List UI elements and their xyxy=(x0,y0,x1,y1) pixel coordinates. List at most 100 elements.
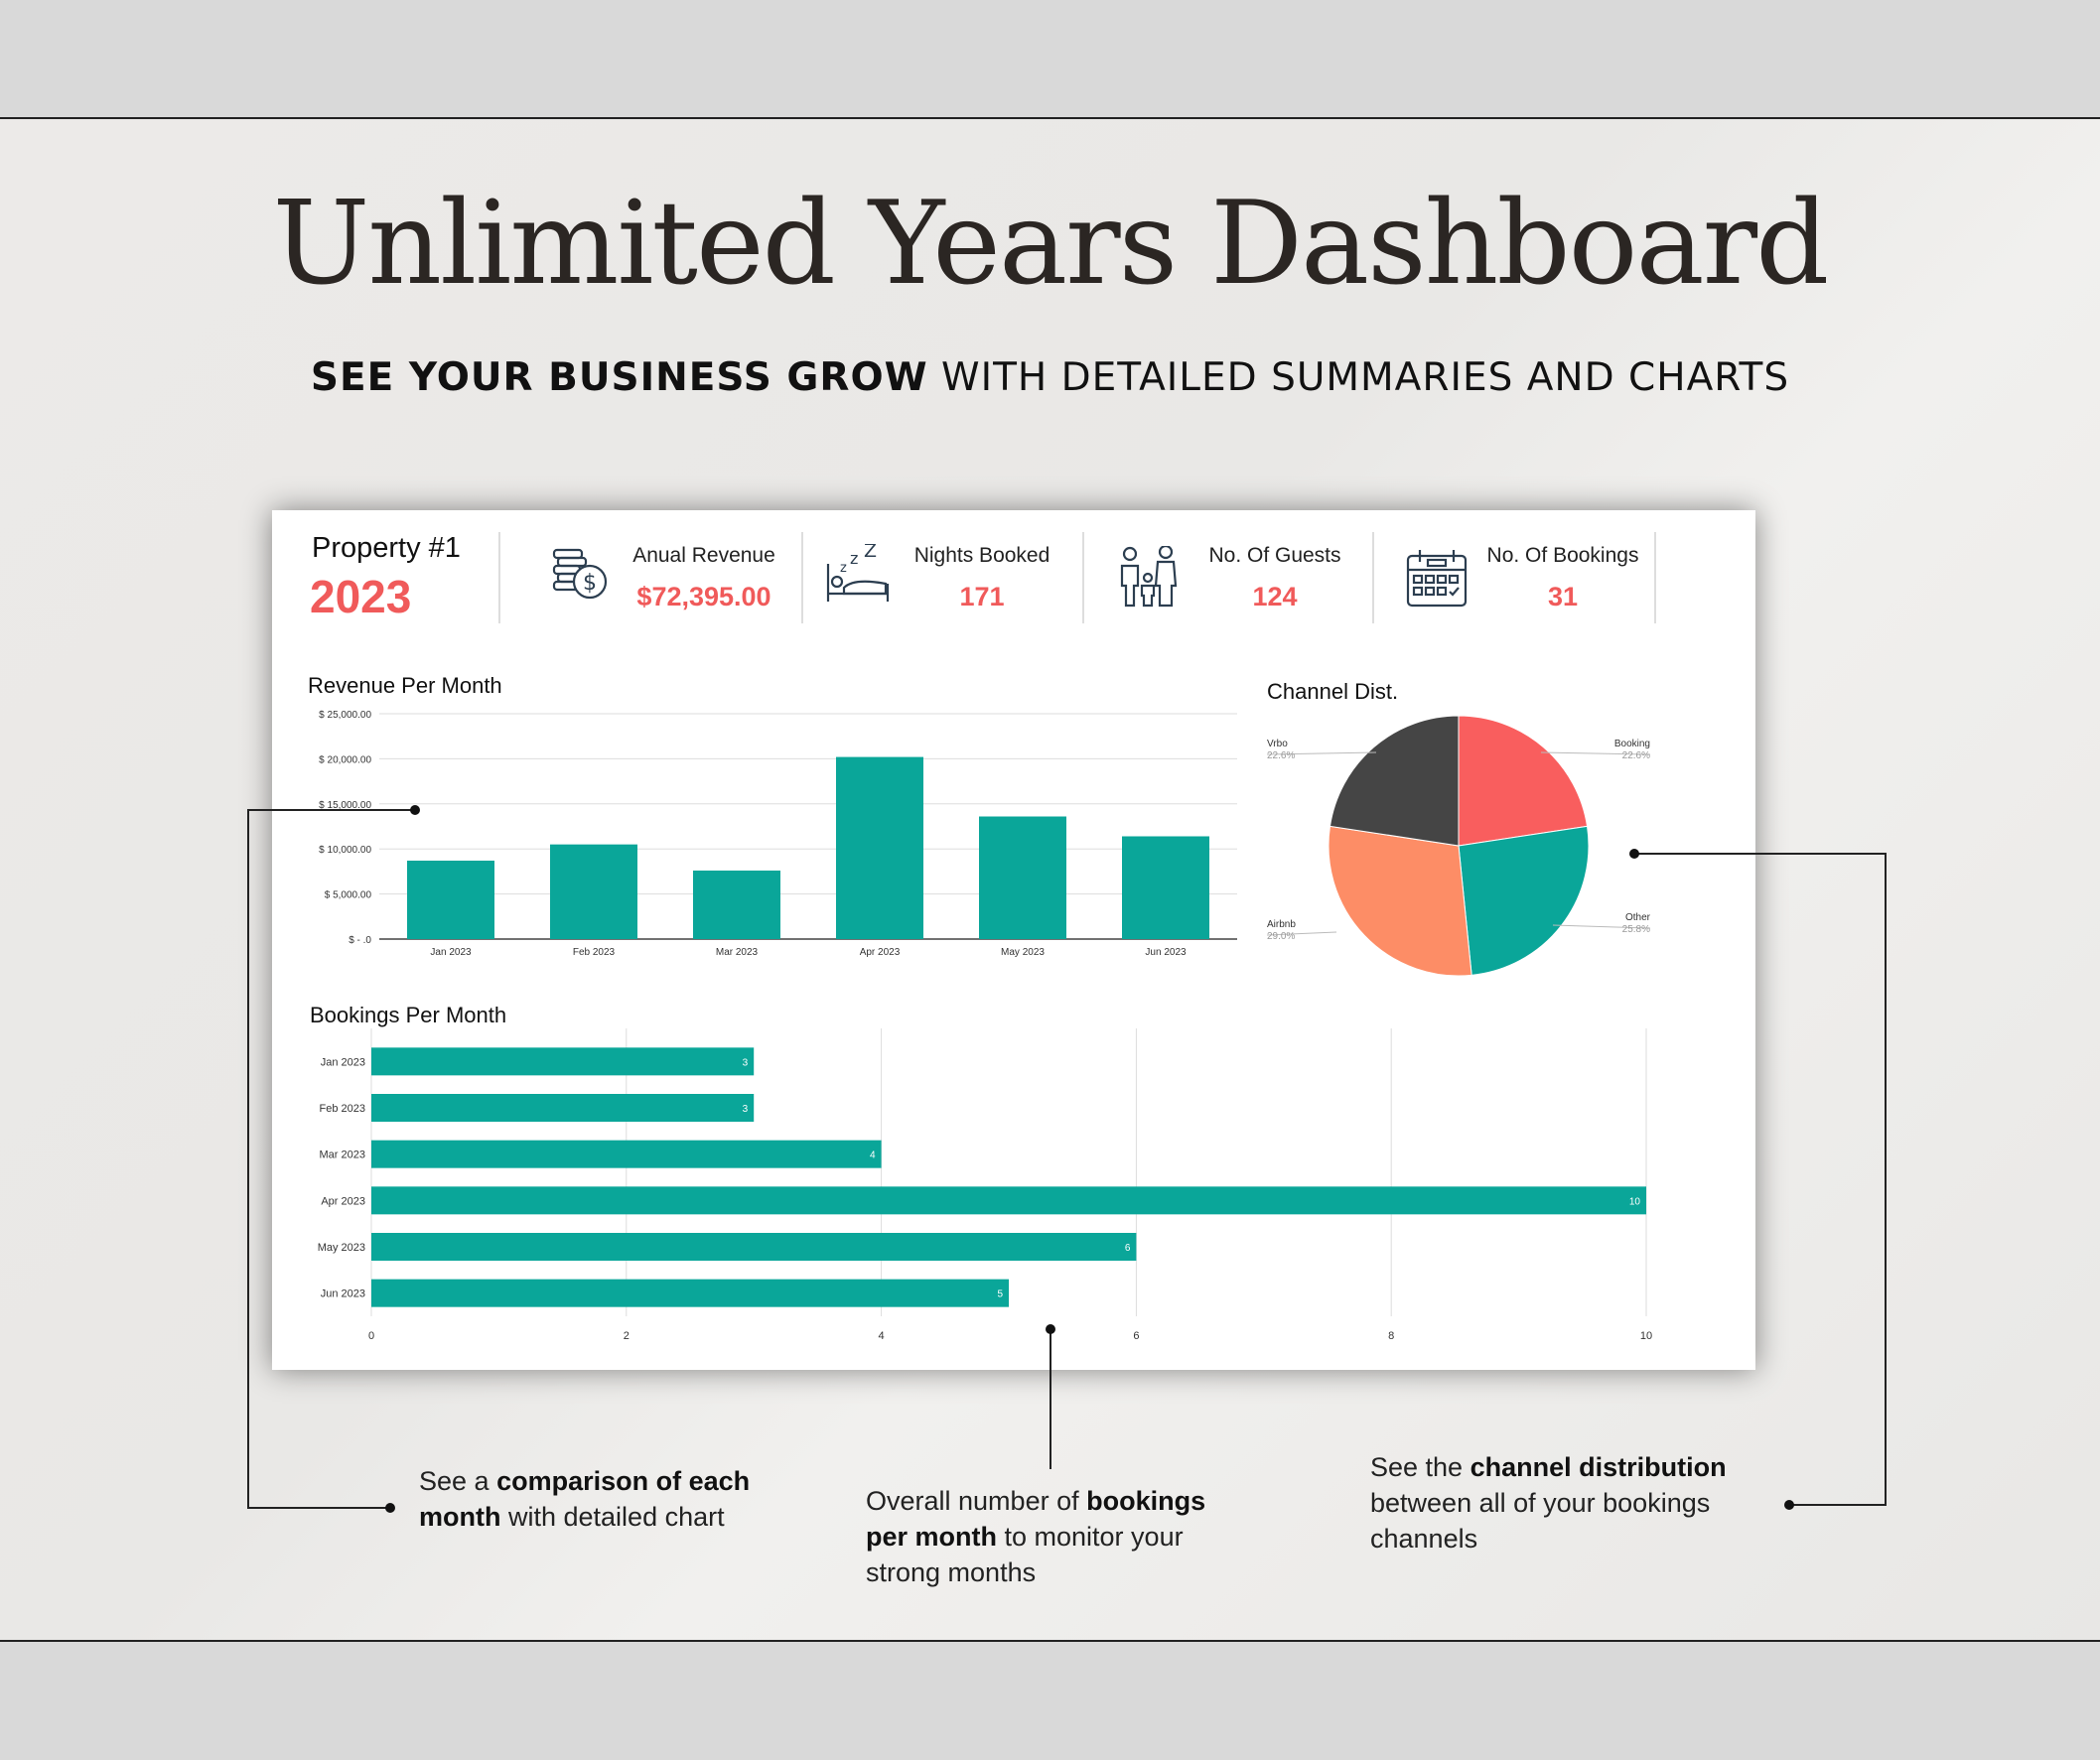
bookings-data-label: 4 xyxy=(870,1151,876,1161)
callout-left: See a comparison of each month with deta… xyxy=(419,1463,816,1535)
revenue-x-tick: May 2023 xyxy=(1001,947,1045,958)
bookings-y-tick: Mar 2023 xyxy=(320,1150,365,1161)
dashboard-card: Property #1 2023 $ Anual Revenue $72,395… xyxy=(272,510,1755,1370)
bookings-x-tick: 8 xyxy=(1388,1330,1394,1342)
revenue-bar xyxy=(979,816,1066,939)
page-title: Unlimited Years Dashboard xyxy=(272,177,1830,311)
callout-left-bold: month xyxy=(419,1502,501,1532)
pie-label-percent: 25.8% xyxy=(1622,924,1650,935)
revenue-y-tick: $ - .0 xyxy=(349,935,371,946)
kpi-divider xyxy=(801,532,803,623)
revenue-y-tick: $ 10,000.00 xyxy=(319,845,371,856)
callout-right-bold: channel distribution xyxy=(1470,1452,1727,1482)
pie-slice-vrbo xyxy=(1329,715,1460,847)
pie-label-name: Other xyxy=(1625,912,1651,923)
property-name: Property #1 xyxy=(312,532,461,564)
pie-leader-line xyxy=(1552,924,1651,929)
bookings-y-tick: Apr 2023 xyxy=(321,1195,365,1207)
kpi-divider xyxy=(1372,532,1374,623)
revenue-x-tick: Mar 2023 xyxy=(716,947,759,958)
guests-label: No. Of Guests xyxy=(1208,544,1341,567)
revenue-y-tick: $ 20,000.00 xyxy=(319,754,371,765)
bookings-value: 31 xyxy=(1547,582,1579,611)
nights-label: Nights Booked xyxy=(913,544,1050,567)
revenue-bar xyxy=(693,870,780,939)
pie-leader-line xyxy=(1540,751,1651,755)
pie-label-name: Airbnb xyxy=(1267,919,1296,930)
bookings-x-tick: 4 xyxy=(879,1330,885,1342)
revenue-value: $72,395.00 xyxy=(636,582,771,611)
top-band xyxy=(0,0,2100,119)
bookings-y-tick: Jan 2023 xyxy=(321,1056,365,1068)
callout-middle-text: Overall number of xyxy=(866,1486,1087,1516)
revenue-chart-title: Revenue Per Month xyxy=(308,673,502,698)
bookings-x-tick: 2 xyxy=(624,1330,630,1342)
bookings-x-tick: 6 xyxy=(1133,1330,1139,1342)
revenue-x-tick: Jan 2023 xyxy=(430,947,472,958)
pie-label-percent: 22.6% xyxy=(1267,750,1295,761)
bookings-bar xyxy=(371,1233,1137,1261)
sleeping-bed-icon: z z Z xyxy=(824,540,892,608)
bookings-data-label: 3 xyxy=(743,1057,749,1068)
pie-leader-line xyxy=(1266,931,1337,936)
bookings-label: No. Of Bookings xyxy=(1486,544,1639,567)
bookings-data-label: 10 xyxy=(1629,1196,1641,1207)
svg-text:z: z xyxy=(840,561,847,576)
svg-text:z: z xyxy=(850,549,858,568)
revenue-x-tick: Apr 2023 xyxy=(860,947,901,958)
calendar-icon xyxy=(1406,548,1468,611)
nights-value: 171 xyxy=(959,582,1005,611)
callout-middle: Overall number of bookings per month to … xyxy=(866,1483,1283,1590)
bookings-x-tick: 10 xyxy=(1640,1330,1652,1342)
subtitle-bold: SEE YOUR BUSINESS GROW xyxy=(310,355,928,400)
money-coins-icon: $ xyxy=(552,542,612,606)
callout-middle-bold: per month xyxy=(866,1522,997,1552)
bookings-y-tick: May 2023 xyxy=(318,1242,365,1254)
pie-label-percent: 22.6% xyxy=(1622,750,1650,761)
bookings-bar xyxy=(371,1140,882,1168)
bookings-y-tick: Feb 2023 xyxy=(320,1103,365,1115)
pie-slice-booking xyxy=(1458,715,1589,847)
callout-middle-bold: bookings xyxy=(1086,1486,1206,1516)
bookings-bar xyxy=(371,1279,1009,1307)
callout-left-text: with detailed chart xyxy=(500,1502,725,1532)
callout-middle-text: strong months xyxy=(866,1557,1037,1587)
revenue-bar xyxy=(1122,836,1209,939)
revenue-y-tick: $ 5,000.00 xyxy=(325,890,372,901)
kpi-divider xyxy=(1082,532,1084,623)
pie-leader-line xyxy=(1266,751,1377,755)
revenue-y-tick: $ 25,000.00 xyxy=(319,710,371,721)
channel-chart-title: Channel Dist. xyxy=(1267,679,1399,704)
dashboard-charts-canvas: $ - .0 $ 5,000.00 $ 10,000.00 $ 15,000.00 $ … xyxy=(318,710,1652,1342)
subtitle-rest: WITH DETAILED SUMMARIES AND CHARTS xyxy=(927,355,1790,400)
revenue-x-tick: Jun 2023 xyxy=(1145,947,1187,958)
kpi-divider xyxy=(498,532,500,623)
property-year: 2023 xyxy=(310,571,412,622)
bookings-x-tick: 0 xyxy=(368,1330,374,1342)
bottom-band xyxy=(0,1640,2100,1760)
bookings-y-tick: Jun 2023 xyxy=(321,1288,365,1300)
svg-text:$: $ xyxy=(583,571,597,596)
pie-slice-airbnb xyxy=(1328,825,1472,977)
bookings-bar xyxy=(371,1047,755,1076)
pie-label-percent: 29.0% xyxy=(1267,931,1295,942)
revenue-bar xyxy=(836,756,923,939)
bookings-data-label: 6 xyxy=(1125,1243,1131,1254)
callout-left-text: See a xyxy=(419,1466,497,1496)
svg-text:Z: Z xyxy=(864,544,877,562)
callout-right: See the channel distribution between all… xyxy=(1370,1449,1787,1557)
guests-value: 124 xyxy=(1252,582,1298,611)
pie-slice-other xyxy=(1458,825,1590,976)
revenue-bar xyxy=(550,844,637,939)
bookings-data-label: 5 xyxy=(997,1289,1003,1300)
callout-right-text: between all of your bookings xyxy=(1370,1488,1711,1518)
callout-left-bold: comparison of each xyxy=(496,1466,751,1496)
callout-middle-text: to monitor your xyxy=(997,1522,1184,1552)
revenue-label: Anual Revenue xyxy=(632,544,775,567)
revenue-x-tick: Feb 2023 xyxy=(573,947,616,958)
pie-label-name: Booking xyxy=(1614,739,1650,749)
page-subtitle: SEE YOUR BUSINESS GROW WITH DETAILED SUM… xyxy=(0,355,2100,400)
family-guests-icon xyxy=(1118,544,1182,611)
kpi-divider xyxy=(1654,532,1656,623)
callout-right-text: See the xyxy=(1370,1452,1470,1482)
